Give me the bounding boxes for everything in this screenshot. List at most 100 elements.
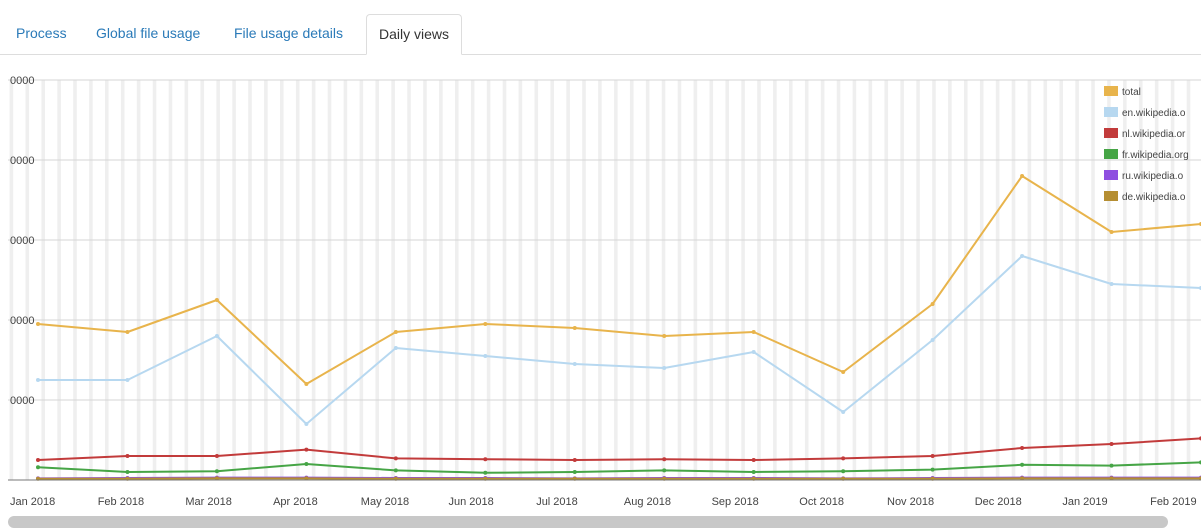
- tab-file-usage-details[interactable]: File usage details: [234, 25, 343, 41]
- data-point: [751, 458, 756, 462]
- x-tick-label: Oct 2018: [799, 496, 844, 508]
- x-tick-label: Sep 2018: [712, 496, 759, 508]
- data-point: [662, 366, 667, 370]
- x-tick-label: Feb 2018: [98, 496, 144, 508]
- weekend-stripe: [264, 80, 268, 480]
- data-point: [483, 322, 488, 326]
- weekend-stripe: [1059, 80, 1064, 480]
- weekend-stripe: [216, 80, 220, 480]
- legend-swatch: [1104, 107, 1118, 117]
- weekend-stripe: [407, 80, 411, 480]
- weekend-stripe: [979, 80, 984, 480]
- legend-swatch: [1104, 191, 1118, 201]
- weekend-stripe: [804, 80, 809, 480]
- weekend-stripe: [518, 80, 523, 480]
- data-point: [483, 470, 488, 475]
- x-tick-label: Jan 2019: [1062, 496, 1107, 508]
- data-point: [662, 468, 667, 473]
- weekend-stripe: [932, 80, 936, 480]
- data-point: [393, 456, 398, 461]
- weekend-stripe: [1043, 80, 1048, 480]
- data-point: [125, 378, 130, 382]
- weekend-stripe: [677, 80, 682, 480]
- x-tick-label: Nov 2018: [887, 496, 934, 508]
- weekend-stripe: [41, 80, 45, 480]
- weekend-stripe: [900, 80, 904, 480]
- weekend-stripe: [248, 80, 252, 480]
- weekend-stripe: [120, 80, 125, 480]
- weekend-stripe: [1170, 80, 1175, 480]
- weekend-stripe: [1091, 80, 1095, 480]
- data-point: [1109, 282, 1114, 286]
- y-tick-label: 0000: [10, 315, 34, 327]
- y-tick-label: 0000: [10, 75, 34, 87]
- data-point: [125, 330, 130, 334]
- data-point: [304, 462, 309, 466]
- weekend-stripe: [57, 80, 61, 480]
- data-point: [36, 465, 40, 470]
- data-point: [304, 382, 309, 386]
- legend-swatch: [1104, 149, 1118, 159]
- weekend-stripe: [200, 80, 205, 480]
- data-point: [304, 476, 309, 481]
- legend-swatch: [1104, 128, 1118, 138]
- series-line-nl-wikipedia-or: [37, 437, 1201, 461]
- data-point: [841, 456, 846, 461]
- legend: total en.wikipedia.o nl.wikipedia.or fr.wik…: [1104, 86, 1189, 203]
- daily-views-chart: 0000 0000 0000 0000 0000 Jan 2018 Feb 2018 Mar …: [0, 70, 1201, 510]
- y-tick-label: 0000: [10, 155, 34, 167]
- legend-label: en.wikipedia.o: [1122, 108, 1186, 119]
- weekend-stripe: [757, 80, 761, 480]
- data-point: [1109, 442, 1114, 446]
- weekend-stripe: [105, 80, 109, 480]
- series-line-en-wikipedia-o: [38, 255, 1201, 425]
- data-point: [572, 470, 577, 474]
- data-point: [1109, 463, 1114, 468]
- weekend-stripe: [280, 80, 284, 480]
- weekend-stripe: [661, 80, 666, 480]
- legend-swatch: [1104, 86, 1118, 96]
- series-line-fr-wikipedia-org: [37, 461, 1201, 474]
- weekend-stripe: [359, 80, 364, 480]
- x-tick-label: Dec 2018: [975, 496, 1022, 508]
- horizontal-scrollbar[interactable]: [8, 516, 1168, 528]
- weekend-stripe: [582, 80, 586, 480]
- x-tick-label: Jun 2018: [449, 496, 494, 508]
- weekend-stripe: [311, 80, 316, 480]
- data-point: [214, 334, 219, 338]
- data-point: [125, 470, 130, 474]
- tab-process[interactable]: Process: [16, 25, 67, 41]
- data-point: [36, 322, 40, 326]
- tab-bar: Process Global file usage File usage det…: [0, 0, 1201, 55]
- weekend-stripe: [852, 80, 857, 480]
- weekend-stripe: [868, 80, 873, 480]
- weekend-stripe: [168, 80, 173, 480]
- data-point: [214, 469, 219, 474]
- weekend-stripe: [645, 80, 650, 480]
- legend-label: total: [1122, 87, 1141, 98]
- legend-swatch: [1104, 170, 1118, 180]
- plot-area: 0000 0000 0000 0000 0000 Jan 2018 Feb 2018 Mar …: [8, 75, 1201, 508]
- weekend-stripe: [89, 80, 93, 480]
- data-point: [1109, 476, 1114, 481]
- weekend-stripe: [454, 80, 459, 480]
- weekend-stripe: [1107, 80, 1111, 480]
- data-point: [125, 454, 130, 458]
- tab-global-file-usage[interactable]: Global file usage: [96, 25, 201, 41]
- weekend-stripe: [486, 80, 491, 480]
- weekend-stripe: [1138, 80, 1143, 480]
- legend-label: ru.wikipedia.o: [1122, 171, 1184, 182]
- weekend-stripe: [423, 80, 427, 480]
- data-point: [1020, 254, 1025, 258]
- data-point: [841, 469, 846, 474]
- data-point: [930, 338, 935, 342]
- tab-daily-views[interactable]: Daily views: [366, 14, 463, 55]
- weekend-stripe: [184, 80, 189, 480]
- x-tick-label: Mar 2018: [185, 496, 231, 508]
- legend-label: nl.wikipedia.or: [1122, 129, 1186, 140]
- x-tick-label: Feb 2019: [1150, 496, 1196, 508]
- x-tick-label: Apr 2018: [273, 496, 318, 508]
- weekend-stripe: [693, 80, 698, 480]
- data-point: [1020, 174, 1025, 178]
- weekend-stripe: [916, 80, 920, 480]
